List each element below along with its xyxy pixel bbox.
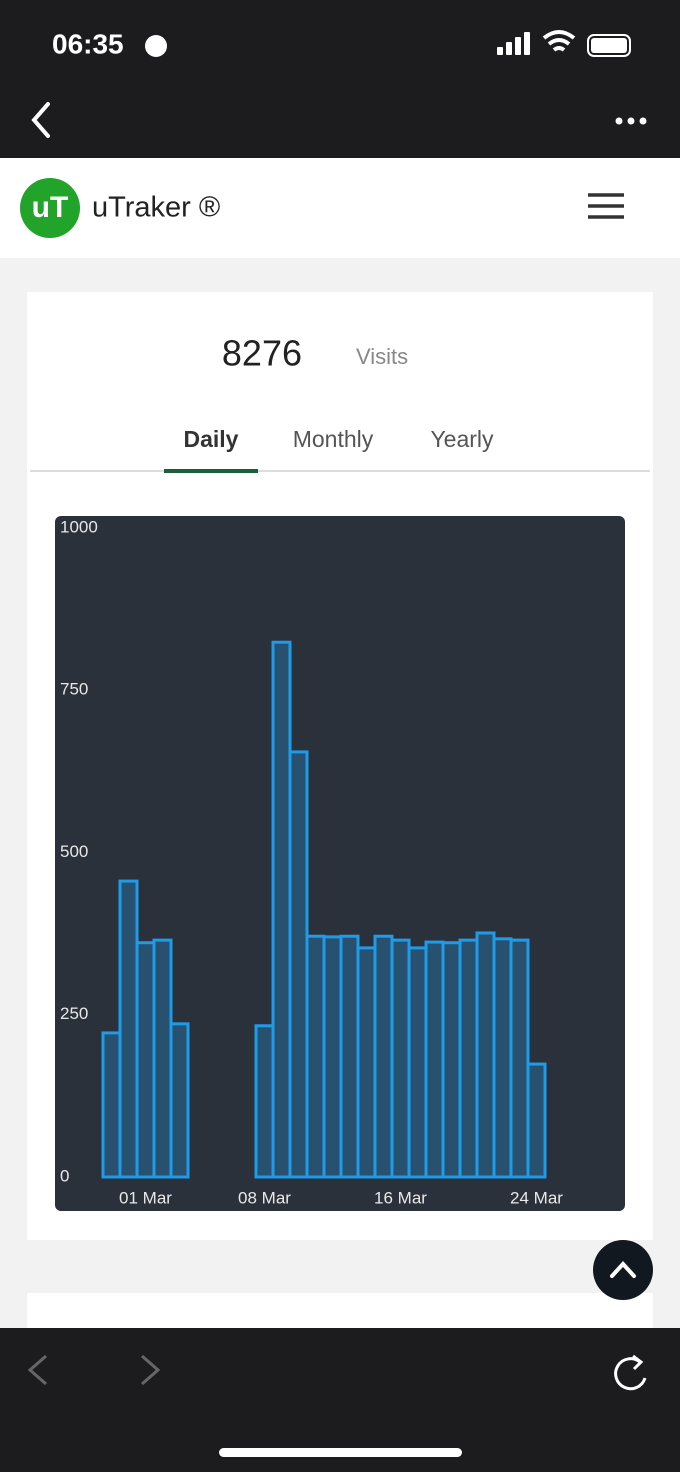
y-tick-label: 0: [60, 1166, 69, 1185]
bar: [356, 946, 377, 1179]
status-time: 06:35: [52, 28, 124, 59]
visit-unit: Visits: [356, 344, 408, 369]
bar: [305, 934, 326, 1179]
home-indicator: [219, 1448, 462, 1457]
battery-level: [591, 38, 627, 53]
scroll-top-icon: [610, 1261, 636, 1278]
x-tick-label: 01 Mar: [119, 1188, 172, 1207]
y-tick-label: 1000: [60, 517, 98, 536]
bar: [339, 934, 360, 1179]
bar: [135, 941, 156, 1179]
top-bar: [0, 0, 680, 158]
wifi-icon: [542, 30, 576, 52]
bar: [509, 938, 530, 1179]
reload-button[interactable]: [614, 1357, 647, 1391]
app-title: uTraker ®: [92, 192, 220, 224]
y-tick-label: 750: [60, 680, 88, 699]
browser-forward[interactable]: [141, 1354, 161, 1386]
more-button[interactable]: [615, 117, 647, 125]
bar: [118, 879, 139, 1179]
bar: [458, 938, 479, 1179]
tab-indicator: [164, 469, 258, 473]
bar: [288, 750, 309, 1179]
y-tick-label: 250: [60, 1004, 88, 1023]
bar: [322, 935, 343, 1179]
signal-icon: [497, 32, 530, 55]
menu-button[interactable]: [588, 193, 624, 219]
bar: [271, 640, 292, 1179]
logo[interactable]: [20, 178, 80, 238]
chart-panel: [55, 516, 625, 1211]
x-tick-label: 16 Mar: [374, 1188, 427, 1207]
x-tick-label: 08 Mar: [238, 1188, 291, 1207]
back-button[interactable]: [31, 102, 50, 138]
tab[interactable]: Daily: [184, 426, 239, 452]
bar: [492, 937, 513, 1179]
bar: [254, 1024, 275, 1179]
status-icon: [145, 35, 167, 57]
tab[interactable]: Yearly: [430, 426, 494, 452]
bar: [407, 946, 428, 1179]
browser-back[interactable]: [27, 1354, 47, 1386]
battery-icon: [587, 34, 631, 57]
bar: [169, 1022, 190, 1179]
visit-count: 8276: [222, 333, 302, 374]
scroll-top-button[interactable]: [593, 1240, 653, 1300]
bar: [152, 938, 173, 1179]
bar: [390, 938, 411, 1179]
chart: 0 250 500 750 1000 01 Mar 08 Mar 16 Mar 24 Mar: [60, 517, 563, 1207]
bar: [373, 934, 394, 1179]
tab[interactable]: Monthly: [293, 426, 374, 452]
reload-arrow: [632, 1354, 644, 1371]
bar: [424, 940, 445, 1179]
bar: [526, 1062, 547, 1179]
logo-text: uT: [32, 191, 69, 224]
app-header: [0, 158, 680, 258]
bar: [475, 931, 496, 1179]
x-tick-label: 24 Mar: [510, 1188, 563, 1207]
bar: [441, 941, 462, 1179]
y-tick-label: 500: [60, 842, 88, 861]
bar: [101, 1031, 122, 1179]
